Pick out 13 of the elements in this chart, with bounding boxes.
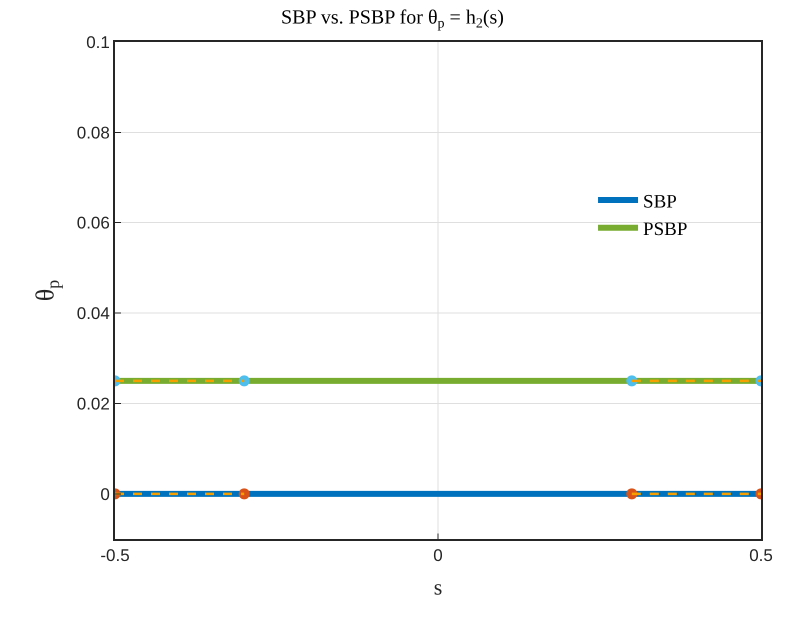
y-tick-label: 0.02 [76,394,110,414]
x-axis-title: s [434,574,442,600]
x-tick-label: -0.5 [100,546,130,566]
x-tick-label: 0.5 [749,546,773,566]
y-tick-label: 0.04 [76,304,110,324]
legend-label: PSBP [643,219,688,240]
chart-title: SBP vs. PSBP for θ$_{p}$ = h$_{2}$(s) [281,6,504,32]
x-tick-label: 0 [433,546,443,566]
y-tick-label: 0 [100,484,110,504]
y-tick-label: 0.08 [76,123,110,142]
y-tick-label: 0.06 [76,214,110,233]
y-tick-label: 0.1 [86,32,110,52]
legend-label: SBP [643,191,677,212]
